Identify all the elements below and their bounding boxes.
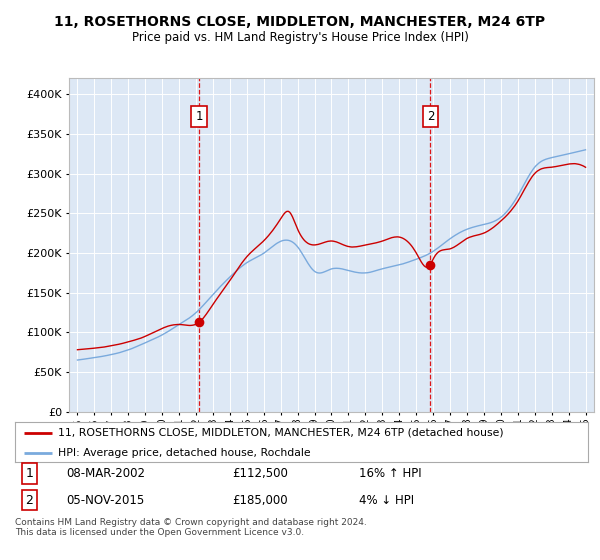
Text: 16% ↑ HPI: 16% ↑ HPI: [359, 467, 421, 480]
Text: 4% ↓ HPI: 4% ↓ HPI: [359, 494, 414, 507]
Text: 11, ROSETHORNS CLOSE, MIDDLETON, MANCHESTER, M24 6TP: 11, ROSETHORNS CLOSE, MIDDLETON, MANCHES…: [55, 15, 545, 29]
Text: 1: 1: [25, 467, 33, 480]
Text: £185,000: £185,000: [233, 494, 289, 507]
Text: £112,500: £112,500: [233, 467, 289, 480]
Text: 2: 2: [25, 494, 33, 507]
Text: 1: 1: [196, 110, 203, 123]
Text: HPI: Average price, detached house, Rochdale: HPI: Average price, detached house, Roch…: [58, 448, 311, 458]
Text: Contains HM Land Registry data © Crown copyright and database right 2024.
This d: Contains HM Land Registry data © Crown c…: [15, 518, 367, 538]
Text: 2: 2: [427, 110, 434, 123]
Text: 11, ROSETHORNS CLOSE, MIDDLETON, MANCHESTER, M24 6TP (detached house): 11, ROSETHORNS CLOSE, MIDDLETON, MANCHES…: [58, 428, 503, 438]
Text: 08-MAR-2002: 08-MAR-2002: [67, 467, 146, 480]
Text: Price paid vs. HM Land Registry's House Price Index (HPI): Price paid vs. HM Land Registry's House …: [131, 31, 469, 44]
Text: 05-NOV-2015: 05-NOV-2015: [67, 494, 145, 507]
